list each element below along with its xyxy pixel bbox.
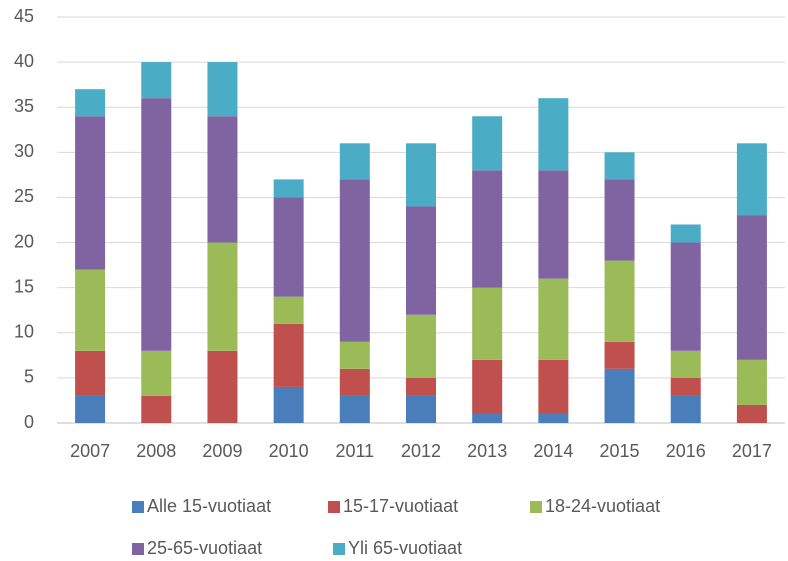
legend-label: Alle 15-vuotiaat <box>147 496 271 516</box>
bar-segment <box>604 152 635 180</box>
bar-segment <box>141 98 172 351</box>
bar-segment <box>273 197 304 297</box>
bar-segment <box>339 341 370 369</box>
bar-segment <box>472 359 503 414</box>
bar-segment <box>670 242 701 351</box>
bar-segment <box>670 377 701 396</box>
x-tick-label: 2015 <box>600 441 640 461</box>
x-tick-label: 2007 <box>70 441 110 461</box>
bar-segment <box>141 350 172 396</box>
bar-segment <box>75 89 106 117</box>
bar-segment <box>406 377 436 396</box>
bar-segment <box>472 116 503 171</box>
y-tick-label: 30 <box>14 141 34 161</box>
bar-segment <box>538 98 569 171</box>
y-tick-label: 45 <box>14 6 34 26</box>
bar-segment <box>538 278 569 360</box>
y-tick-label: 20 <box>14 231 34 251</box>
bar-segment <box>604 179 635 261</box>
bar-segment <box>339 179 370 342</box>
bar-segment <box>207 62 238 117</box>
bar-segment <box>75 269 106 351</box>
bar-segment <box>604 341 635 369</box>
y-tick-label: 40 <box>14 51 34 71</box>
bar-segment <box>406 314 436 378</box>
bar-segment <box>670 350 701 378</box>
y-tick-label: 5 <box>24 367 34 387</box>
bar-segment <box>339 368 370 396</box>
legend-swatch <box>333 543 345 555</box>
bar-segment <box>406 395 436 423</box>
bar-segment <box>339 395 370 423</box>
x-tick-label: 2016 <box>666 441 706 461</box>
bar-segment <box>670 395 701 423</box>
bar-segment <box>75 395 106 423</box>
y-tick-label: 0 <box>24 412 34 432</box>
bar-segment <box>406 143 436 207</box>
bar-segment <box>538 170 569 279</box>
bar-segment <box>736 143 767 216</box>
y-tick-label: 25 <box>14 186 34 206</box>
bar-segment <box>75 350 106 396</box>
y-tick-label: 15 <box>14 276 34 296</box>
bar-segment <box>273 386 304 423</box>
legend-label: Yli 65-vuotiaat <box>348 538 462 558</box>
x-tick-label: 2012 <box>401 441 441 461</box>
x-tick-label: 2008 <box>136 441 176 461</box>
legend-swatch <box>132 543 144 555</box>
x-tick-label: 2009 <box>202 441 242 461</box>
bar-segment <box>207 350 238 423</box>
bar-segment <box>472 413 503 423</box>
legend-swatch <box>328 501 340 513</box>
bar-segment <box>604 260 635 342</box>
bar-segment <box>736 215 767 360</box>
x-tick-label: 2017 <box>732 441 772 461</box>
bar-segment <box>406 206 436 315</box>
bar-segment <box>207 116 238 243</box>
legend-label: 15-17-vuotiaat <box>343 496 458 516</box>
bar-segment <box>339 143 370 180</box>
legend-swatch <box>132 501 144 513</box>
bar-segment <box>538 413 569 423</box>
x-tick-label: 2013 <box>467 441 507 461</box>
legend-label: 25-65-vuotiaat <box>147 538 262 558</box>
x-tick-label: 2011 <box>335 441 374 461</box>
y-tick-label: 10 <box>14 322 34 342</box>
bar-segment <box>538 359 569 414</box>
bar-segment <box>207 242 238 351</box>
legend-swatch <box>530 501 542 513</box>
bar-segment <box>604 368 635 423</box>
x-tick-label: 2010 <box>269 441 309 461</box>
bar-segment <box>273 179 304 198</box>
bar-segment <box>472 170 503 288</box>
y-tick-label: 35 <box>14 96 34 116</box>
x-tick-label: 2014 <box>533 441 573 461</box>
bar-segment <box>141 62 172 99</box>
legend-label: 18-24-vuotiaat <box>545 496 660 516</box>
bar-segment <box>472 287 503 360</box>
bar-segment <box>736 404 767 423</box>
bar-segment <box>273 323 304 387</box>
bar-segment <box>141 395 172 423</box>
bar-segment <box>736 359 767 405</box>
bar-segment <box>273 296 304 324</box>
bar-segment <box>670 224 701 243</box>
bar-segment <box>75 116 106 270</box>
